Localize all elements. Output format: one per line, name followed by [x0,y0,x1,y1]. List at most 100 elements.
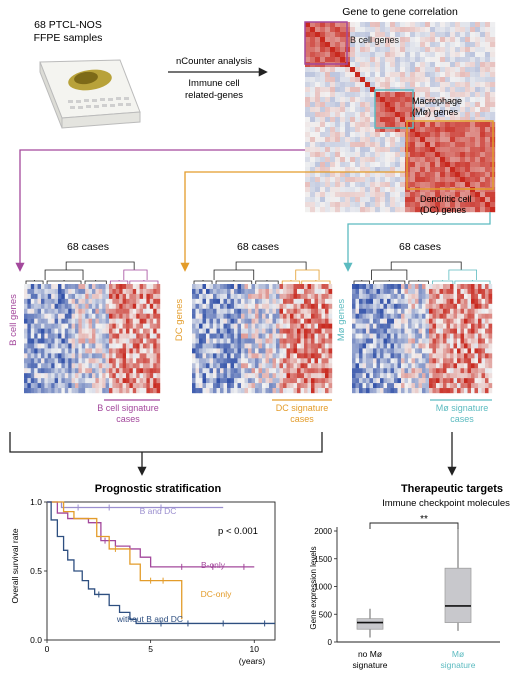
corr-cell [435,92,441,98]
heatmap-cell [269,298,273,305]
corr-cell [395,137,401,143]
heatmap-cell [146,293,150,300]
corr-cell [435,72,441,78]
heatmap-cell [248,328,252,334]
corr-cell [430,82,436,88]
corr-cell [310,207,316,213]
heatmap-cell [255,298,259,305]
corr-cell [460,72,466,78]
heatmap-cell [237,368,242,374]
corr-cell [390,117,396,123]
heatmap-cell [318,388,322,394]
corr-cell [335,97,341,103]
corr-cell [405,52,411,58]
heatmap-cell [102,303,106,309]
heatmap-cell [321,338,326,344]
heatmap-cell [439,353,444,359]
heatmap-cell [453,348,458,354]
corr-cell [375,57,381,63]
heatmap-cell [269,348,273,354]
heatmap-cell [283,303,287,309]
heatmap-cell [41,333,45,339]
heatmap-cell [78,298,82,305]
heatmap-cell [143,353,147,359]
heatmap-cell [244,353,249,359]
corr-cell [430,147,436,153]
heatmap-cell [401,383,405,389]
corr-cell [440,162,446,168]
heatmap-cell [297,343,301,349]
heatmap-cell [216,358,221,364]
corr-cell [390,162,396,168]
heatmap-cell [418,383,423,389]
corr-cell [345,147,351,153]
corr-cell [395,82,401,88]
heatmap-cell [397,308,402,314]
heatmap-cell [139,373,144,379]
heatmap-cell [126,388,130,394]
corr-cell [480,67,486,73]
heatmap-cell [129,368,133,374]
corr-cell [415,47,421,53]
heatmap-cell [453,318,458,324]
heatmap-cell [41,318,45,324]
corr-cell [335,72,341,78]
corr-cell [480,27,486,33]
corr-cell [475,82,481,88]
heatmap-cell [24,383,28,389]
heatmap-cell [290,298,294,305]
dendrogram-branch [353,280,370,284]
heatmap-cell [418,323,423,329]
heatmap-cell [216,343,221,349]
heatmap-cell [265,328,270,334]
heatmap-cell [328,343,333,349]
corr-cell [335,152,341,158]
corr-cell [355,77,361,83]
corr-cell [365,107,371,113]
heatmap-cell [478,313,482,319]
heatmap-cell [139,348,144,354]
heatmap-cell [206,298,210,305]
heatmap-cell [61,343,65,349]
heatmap-cell [362,323,367,329]
corr-cell [355,142,361,148]
heatmap-cell [143,383,147,389]
heatmap-cell [216,303,221,309]
corr-cell [415,117,421,123]
heatmap-cell [390,293,395,300]
heatmap-cell [81,288,86,295]
heatmap-cell [199,373,203,379]
heatmap-cell [58,388,62,394]
heatmap-cell [209,338,214,344]
corr-cell [355,87,361,93]
heatmap-cell [44,343,48,349]
heatmap-cell [34,288,38,295]
heatmap-cell [132,313,137,319]
corr-cell [410,142,416,148]
heatmap-cell [192,323,196,329]
heatmap-cell [272,388,277,394]
heatmap-cell [425,313,430,319]
corr-cell [460,152,466,158]
heatmap-cell [241,313,245,319]
heatmap-cell [279,388,284,394]
heatmap-cell [474,328,479,334]
heatmap-cell [457,358,461,364]
heatmap-cell [300,358,305,364]
corr-cell [455,42,461,48]
heatmap-cell [408,318,412,324]
heatmap-cell [488,348,493,354]
heatmap-cell [129,343,133,349]
heatmap-cell [408,303,412,309]
heatmap-cell [202,288,207,295]
corr-cell [370,87,376,93]
heatmap-cell [44,328,48,334]
heatmap-cell [408,343,412,349]
corr-cell [305,147,311,153]
heatmap-cell [355,293,360,300]
heatmap-cell [373,308,377,314]
corr-cell [415,62,421,68]
heatmap-mo-sig-2: cases [450,414,474,424]
heatmap-cell [34,358,38,364]
heatmap-cell [279,343,284,349]
